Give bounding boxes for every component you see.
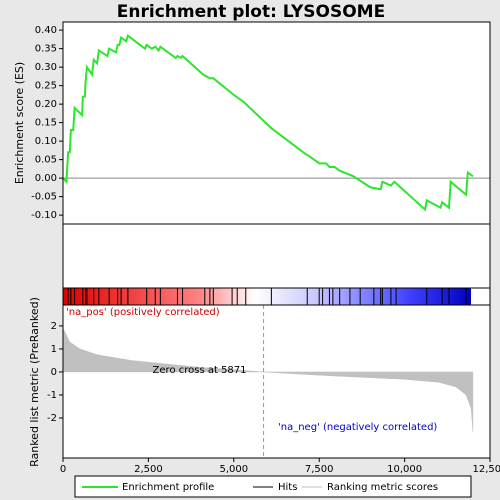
metric-area xyxy=(62,328,474,432)
neg-label: 'na_neg' (negatively correlated) xyxy=(278,422,437,433)
y-tick-label: 0.35 xyxy=(35,44,57,55)
x-tick-label: 0 xyxy=(60,464,66,475)
y-tick-label: 0.05 xyxy=(35,155,57,166)
y-tick-label: 0.00 xyxy=(35,173,57,184)
enrichment-line xyxy=(62,34,474,212)
y-tick-label: 0.10 xyxy=(35,136,57,147)
legend-label: Hits xyxy=(278,482,297,493)
x-tick-label: 12,500 xyxy=(473,464,500,475)
y-tick-label: 0.40 xyxy=(35,25,57,36)
y-tick-label: -2 xyxy=(47,413,57,424)
plot-background xyxy=(63,22,490,458)
y-axis-label: Ranked list metric (PreRanked) xyxy=(28,297,41,467)
y-tick-label: -0.05 xyxy=(31,192,57,203)
y-tick-label: 1 xyxy=(51,344,57,355)
y-tick-label: 0.30 xyxy=(35,62,57,73)
y-tick-label: -0.10 xyxy=(31,210,57,221)
x-tick-label: 2,500 xyxy=(134,464,163,475)
y-tick-label: 0.25 xyxy=(35,81,57,92)
y-tick-label: -1 xyxy=(47,390,57,401)
legend-label: Ranking metric scores xyxy=(327,482,438,493)
pos-label: 'na_pos' (positively correlated) xyxy=(66,307,220,318)
zero-cross-label: Zero cross at 5871 xyxy=(153,365,247,376)
x-tick-label: 7,500 xyxy=(305,464,334,475)
y-axis-label: Enrichment score (ES) xyxy=(13,62,26,184)
y-tick-label: 2 xyxy=(51,321,57,332)
legend: Enrichment profile Hits Ranking metric sco… xyxy=(74,475,472,498)
x-tick-label: 5,000 xyxy=(219,464,248,475)
panel-frame xyxy=(62,304,491,459)
x-tick-label: 10,000 xyxy=(387,464,422,475)
y-tick-label: 0.15 xyxy=(35,118,57,129)
chart-title: Enrichment plot: LYSOSOME xyxy=(117,2,385,22)
legend-label: Enrichment profile xyxy=(122,482,214,493)
y-tick-label: 0 xyxy=(51,367,57,378)
rank-color-bar xyxy=(63,288,471,305)
y-tick-label: 0.20 xyxy=(35,99,57,110)
